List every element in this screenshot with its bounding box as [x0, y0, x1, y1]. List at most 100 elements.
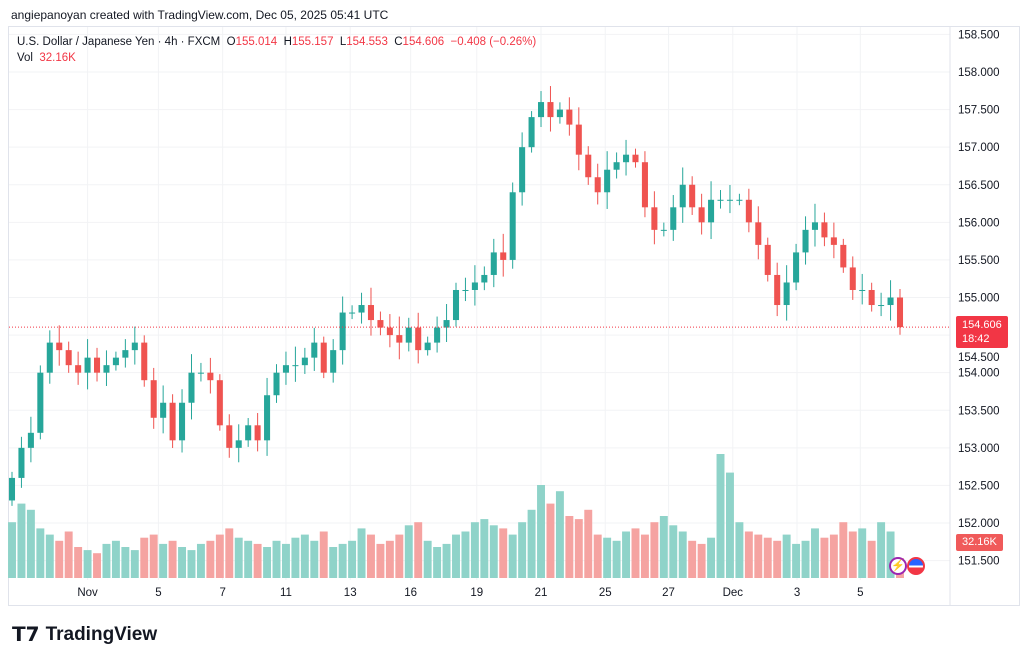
volume-bar: [121, 547, 130, 578]
candle-body: [169, 402, 176, 441]
candle-body: [56, 342, 63, 351]
candle-body: [471, 282, 478, 290]
volume-bar: [404, 525, 413, 578]
volume-bar: [584, 509, 593, 578]
x-tick-label: 19: [470, 587, 483, 599]
last-price: 154.606: [962, 319, 1002, 331]
volume-bar: [178, 547, 187, 578]
candle-body: [207, 372, 214, 381]
candle-body: [424, 342, 431, 351]
candle-body: [443, 320, 450, 328]
y-tick-label: 158.500: [958, 29, 1000, 41]
y-tick-label: 158.000: [958, 67, 1000, 79]
last-price-tag: 154.606 18:42: [956, 316, 1008, 348]
volume-bar: [376, 543, 385, 578]
candle-body: [84, 357, 91, 373]
candle-body: [887, 297, 894, 306]
volume-bar: [744, 531, 753, 578]
y-tick-label: 154.500: [958, 352, 1000, 364]
candle-body: [358, 305, 365, 313]
volume-bar: [612, 540, 621, 578]
volume-bar: [754, 534, 763, 578]
volume-bar: [244, 540, 253, 578]
volume-bar: [225, 528, 234, 578]
volume-bar: [367, 534, 375, 578]
candle-body: [197, 372, 204, 374]
volume-bar: [45, 534, 54, 578]
volume-bar: [867, 540, 876, 578]
volume-bar: [461, 531, 470, 578]
candle-body: [689, 184, 696, 208]
candle-body: [500, 252, 507, 260]
candle-body: [708, 199, 715, 223]
volume-bar: [725, 472, 734, 578]
candle-body: [377, 320, 384, 328]
close-value: 154.606: [402, 36, 445, 48]
candle-body: [840, 244, 847, 268]
candle-body: [235, 440, 242, 448]
volume-bar: [234, 537, 243, 578]
candle-body: [632, 154, 639, 163]
us-flag-event-icon[interactable]: [907, 557, 925, 575]
candle-body: [547, 102, 554, 118]
volume-bar: [26, 509, 35, 578]
y-tick-label: 154.000: [958, 368, 1000, 380]
x-tick-label: 25: [599, 587, 612, 599]
candle-body: [160, 402, 167, 418]
candle-body: [301, 357, 308, 366]
candle-body: [434, 327, 441, 343]
candle-body: [131, 342, 138, 351]
volume-bar: [480, 519, 489, 578]
x-tick-label: 7: [219, 587, 225, 599]
candle-body: [594, 177, 601, 193]
volume-bar: [792, 543, 801, 578]
candle-body: [339, 312, 346, 351]
volume-bar: [688, 540, 697, 578]
volume-bar: [159, 543, 168, 578]
candle-body: [896, 297, 904, 328]
candle-body: [75, 365, 82, 373]
vol-value: 32.16K: [39, 52, 76, 64]
chart-frame: [8, 26, 1020, 606]
candle-body: [330, 350, 337, 373]
candle-body: [282, 365, 289, 373]
volume-bar: [414, 522, 423, 578]
x-tick-label: 21: [535, 587, 548, 599]
volume-bar: [442, 543, 451, 578]
volume-bar: [527, 509, 536, 578]
vol-label: Vol: [17, 52, 33, 64]
volume-bar: [508, 534, 517, 578]
candle-body: [802, 229, 809, 253]
volume-bar: [140, 537, 149, 578]
candle-body: [405, 327, 412, 343]
candle-body: [821, 222, 828, 238]
candle-body: [783, 282, 790, 306]
volume-bar: [848, 531, 857, 578]
candle-body: [519, 147, 526, 193]
volume-bar: [858, 528, 867, 578]
candle-body: [698, 207, 705, 223]
volume-bar: [574, 519, 583, 578]
candle-body: [65, 350, 72, 366]
volume-bar: [291, 537, 300, 578]
open-value: 155.014: [235, 36, 278, 48]
lightning-event-icon[interactable]: ⚡: [889, 557, 907, 575]
volume-bar: [83, 550, 92, 578]
open-label: O: [226, 36, 236, 48]
ohlc-legend: U.S. Dollar / Japanese Yen · 4h · FXCM O…: [17, 34, 536, 66]
volume-bar: [622, 531, 631, 578]
volume-bar: [263, 547, 272, 578]
y-tick-label: 152.000: [958, 518, 1000, 530]
high-value: 155.157: [291, 36, 334, 48]
candle-body: [37, 372, 44, 433]
tradingview-logo: 𝗧𝟳 TradingView: [12, 623, 158, 647]
candle-body: [226, 425, 233, 448]
candle-body: [811, 222, 819, 230]
volume-bar: [735, 522, 744, 578]
volume-bar: [820, 537, 829, 578]
volume-bar: [603, 537, 612, 578]
x-tick-label: Nov: [77, 587, 98, 599]
candle-body: [679, 184, 686, 208]
